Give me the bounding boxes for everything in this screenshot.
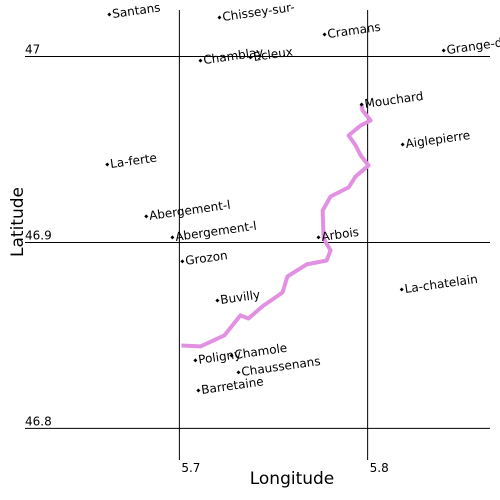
route	[181, 104, 373, 349]
place-marker	[107, 12, 112, 17]
place-marker	[236, 370, 241, 375]
place-marker	[248, 55, 253, 60]
place-label: Cramans	[327, 20, 382, 41]
place-label: Abergement-l	[148, 198, 231, 223]
place-label: Mouchard	[364, 89, 425, 111]
y-tick-label: 47	[25, 42, 40, 56]
place-label: Arbois	[320, 225, 359, 244]
place-label: La-ferte	[109, 151, 157, 171]
place-marker	[144, 214, 149, 219]
y-tick-label: 46.8	[25, 414, 52, 428]
place-marker	[105, 162, 110, 167]
x-tick-label: 5.7	[181, 461, 200, 475]
x-axis-label: Longitude	[250, 469, 335, 489]
place-marker	[359, 102, 364, 107]
place-label: Grozon	[184, 248, 228, 268]
place-marker	[217, 15, 222, 20]
y-axis-label: Latitude	[8, 187, 28, 257]
place-marker	[198, 58, 203, 63]
place-marker	[229, 353, 234, 358]
place-label: Abergement-l	[174, 219, 257, 244]
place-marker	[441, 48, 446, 53]
place-marker	[170, 235, 175, 240]
place-marker	[399, 287, 404, 292]
place-label: La-chatelain	[404, 272, 479, 296]
place-marker	[400, 142, 405, 147]
place-marker	[193, 358, 198, 363]
place-label: Grange-d	[446, 35, 500, 57]
x-tick-label: 5.8	[370, 461, 389, 475]
place-marker	[215, 298, 220, 303]
place-label: Aiglepierre	[405, 128, 471, 151]
y-tick-label: 46.9	[25, 228, 52, 242]
place-label: Poligny	[197, 347, 242, 367]
place-label: Barretaine	[200, 374, 264, 397]
place-label: Buvilly	[219, 288, 261, 307]
place-label: Chissey-sur-	[221, 0, 295, 24]
place-marker	[322, 32, 327, 37]
place-label: Ecleux	[253, 45, 294, 64]
place-marker	[316, 235, 321, 240]
place-label: Santans	[111, 0, 161, 21]
place-marker	[196, 388, 201, 393]
place-marker	[180, 259, 185, 264]
